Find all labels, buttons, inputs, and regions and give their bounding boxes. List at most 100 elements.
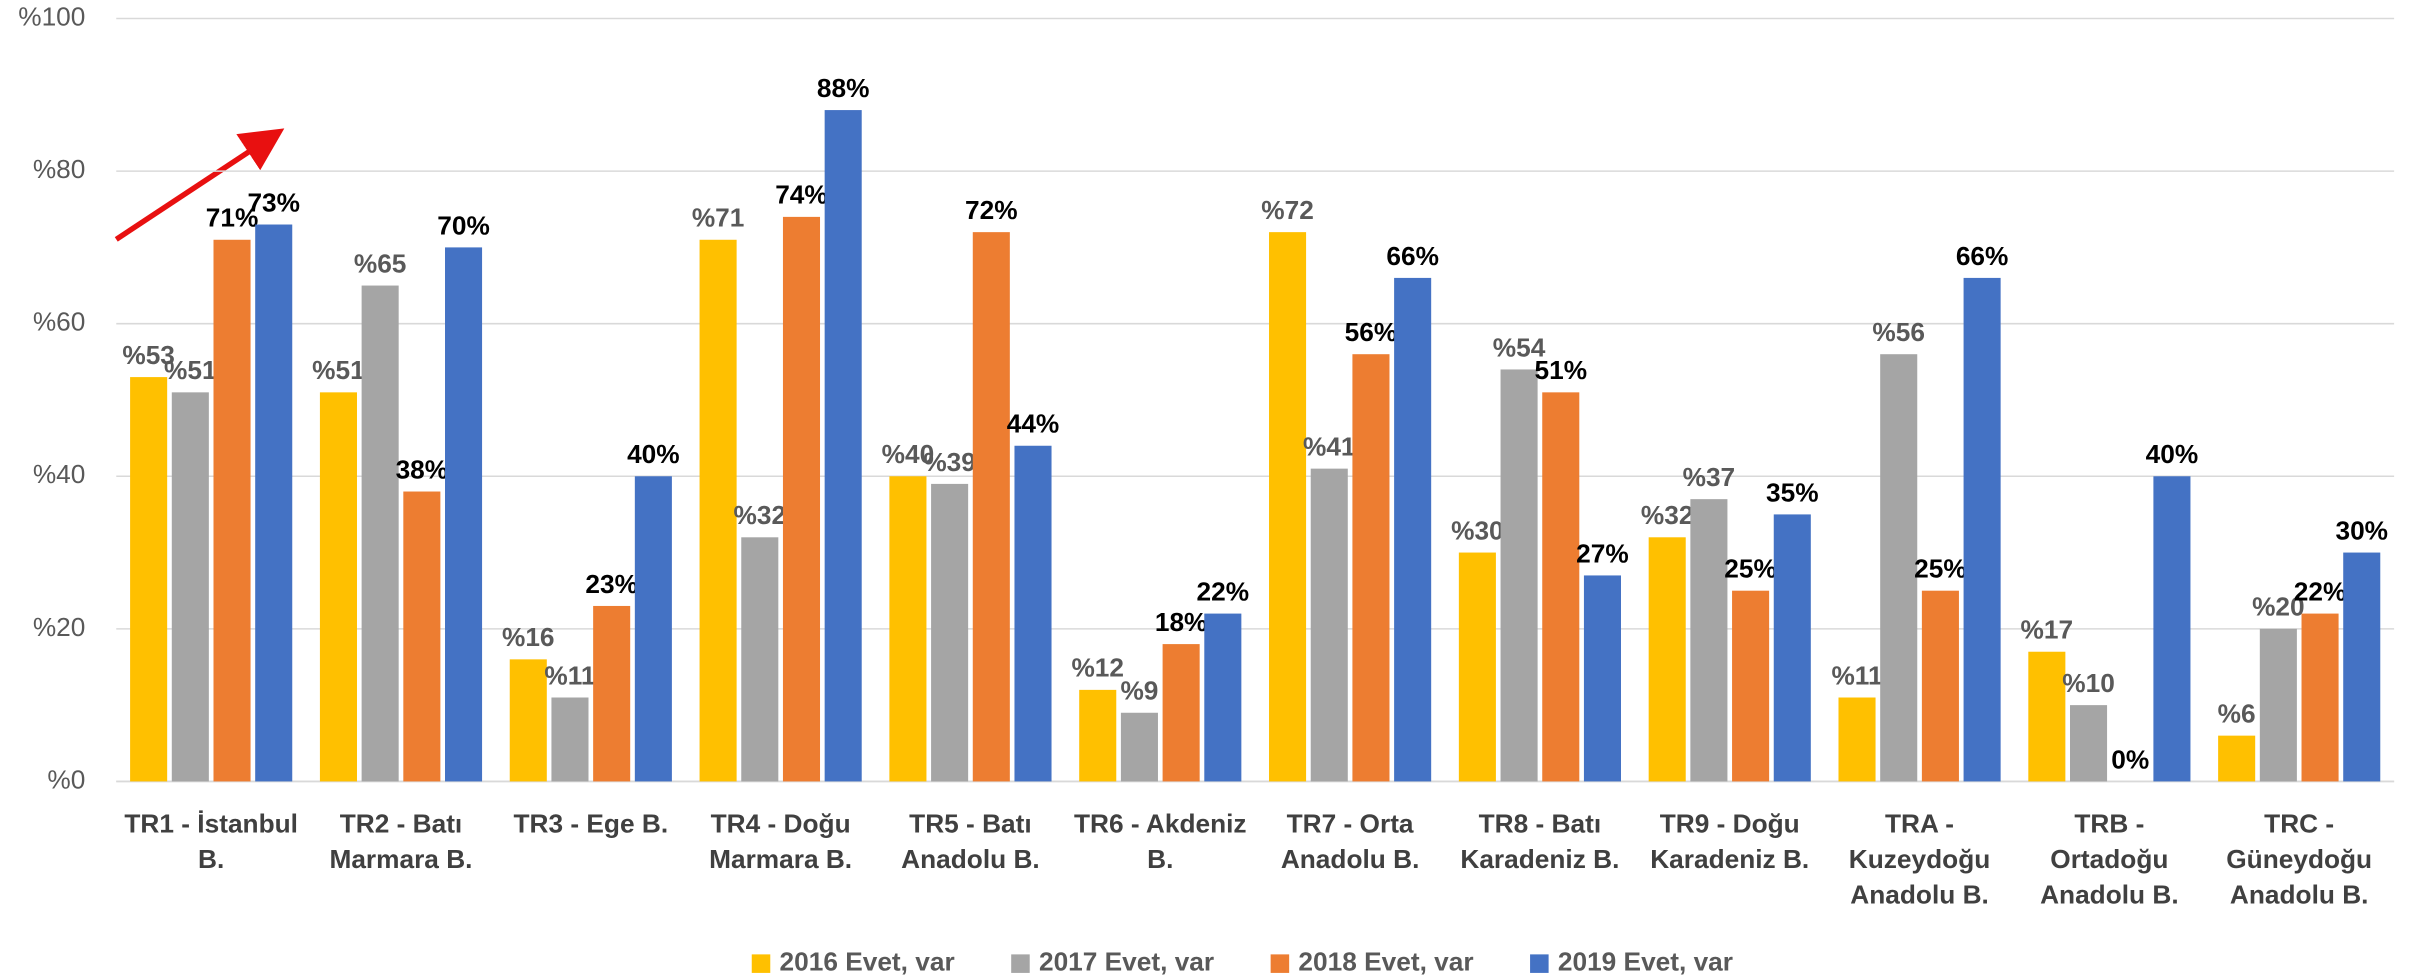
data-label: %40: [882, 439, 935, 469]
x-tick-label-box: TR8 - Batı Karadeniz B.: [1460, 809, 1620, 875]
data-label: %53: [122, 340, 175, 370]
legend-label: 2017 Evet, var: [1039, 947, 1214, 976]
x-tick-label: TR6 - Akdeniz B.: [1073, 809, 1247, 875]
data-label: %9: [1120, 676, 1158, 706]
bar: [2070, 705, 2108, 782]
x-tick-label: TRA - Kuzeydoğu Anadolu B.: [1848, 809, 1991, 910]
bar: [1648, 537, 1686, 782]
bar: [403, 491, 441, 782]
bar: [319, 392, 357, 782]
data-label: %12: [1071, 653, 1124, 683]
data-label: 18%: [1155, 607, 1208, 637]
legend-label: 2018 Evet, var: [1298, 947, 1473, 976]
data-label: 88%: [817, 73, 870, 103]
data-label: %51: [164, 355, 217, 385]
bar: [1458, 552, 1496, 782]
x-tick-label: TRB - Ortadoğu Anadolu B.: [2040, 809, 2179, 910]
bar: [361, 285, 399, 782]
data-label: %56: [1872, 317, 1925, 347]
legend-swatch: [751, 954, 771, 973]
bar: [2343, 552, 2381, 782]
data-label: %51: [312, 355, 365, 385]
bar: [1921, 590, 1959, 782]
data-label: %11: [1831, 660, 1882, 690]
bar: [2028, 651, 2066, 782]
data-label: %37: [1683, 462, 1736, 492]
legend-swatch: [1011, 954, 1030, 973]
bar: [1079, 689, 1117, 782]
data-label: 51%: [1534, 355, 1587, 385]
data-label: %72: [1261, 195, 1314, 225]
legend-swatch: [1530, 954, 1549, 973]
y-tick-label: %100: [18, 1, 85, 31]
bar: [593, 605, 631, 782]
x-tick-label: TR8 - Batı Karadeniz B.: [1460, 809, 1620, 875]
data-label: 22%: [1197, 576, 1250, 606]
y-tick-label: %80: [33, 154, 86, 184]
data-label: %17: [2021, 615, 2074, 645]
data-label: %32: [734, 500, 787, 530]
y-tick-label: %0: [47, 764, 85, 794]
x-tick-label-box: TRB - Ortadoğu Anadolu B.: [2040, 809, 2179, 910]
x-tick-label-box: TR4 - Doğu Marmara B.: [709, 809, 853, 875]
legend-swatch: [1270, 954, 1290, 973]
data-label: %32: [1641, 500, 1694, 530]
bar: [2218, 735, 2256, 782]
data-label: 27%: [1576, 538, 1629, 568]
data-label: %39: [923, 447, 976, 477]
data-label: %6: [2218, 699, 2256, 729]
legend-label: 2019 Evet, var: [1558, 947, 1733, 976]
data-label: %65: [354, 248, 407, 278]
bar: [551, 697, 589, 782]
bar: [1963, 277, 2001, 782]
y-tick-label: %40: [33, 459, 86, 489]
bar: [1310, 468, 1348, 782]
x-tick-label: TR1 - İstanbul B.: [124, 809, 298, 875]
data-label: 23%: [585, 569, 638, 599]
x-tick-label-box: TRA - Kuzeydoğu Anadolu B.: [1848, 809, 1991, 910]
x-tick-label: TR3 - Ege B.: [513, 809, 669, 839]
x-tick-label-box: TR5 - Batı Anadolu B.: [901, 809, 1040, 875]
x-tick-label: TR4 - Doğu Marmara B.: [709, 809, 853, 875]
bar: [699, 239, 737, 782]
y-tick-label: %60: [33, 307, 86, 337]
bar: [1162, 644, 1200, 782]
bar: [1352, 354, 1390, 782]
bar: [931, 483, 969, 782]
bar: [1838, 697, 1876, 782]
data-label: %10: [2062, 668, 2115, 698]
data-label: %11: [544, 660, 595, 690]
bar: [972, 232, 1010, 782]
bar: [509, 659, 547, 782]
bar: [1394, 277, 1432, 782]
data-label: 38%: [396, 454, 449, 484]
bar: [1583, 575, 1621, 782]
data-label: 73%: [247, 187, 300, 217]
data-label: %20: [2252, 592, 2305, 622]
x-tick-label: TR2 - Batı Marmara B.: [329, 809, 473, 875]
bar: [130, 377, 168, 782]
x-tick-label-box: TR3 - Ege B.: [513, 809, 669, 839]
data-label: 72%: [965, 195, 1018, 225]
bar: [782, 216, 821, 782]
legend-label: 2016 Evet, var: [780, 947, 955, 976]
bar: [1690, 499, 1728, 782]
bar: [1732, 590, 1770, 782]
bar: [255, 224, 293, 782]
data-label: %16: [502, 622, 555, 652]
x-tick-label: TR7 - Orta Anadolu B.: [1280, 809, 1420, 875]
data-label: 25%: [1724, 554, 1777, 584]
x-tick-label: TR5 - Batı Anadolu B.: [901, 809, 1040, 875]
bar: [1880, 354, 1918, 782]
bar: [1120, 712, 1158, 782]
bar: [213, 239, 251, 782]
data-label: 22%: [2294, 576, 2347, 606]
data-label: 40%: [2146, 439, 2199, 469]
data-label: 74%: [775, 180, 828, 210]
data-label: 35%: [1766, 477, 1819, 507]
bar: [1773, 514, 1811, 782]
bar: [1269, 232, 1307, 782]
bar: [2153, 476, 2191, 782]
data-label: %41: [1303, 431, 1356, 461]
